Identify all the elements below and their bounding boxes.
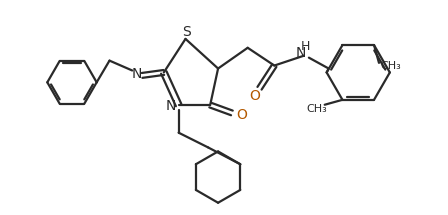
Text: CH₃: CH₃ [306,104,327,114]
Text: O: O [249,89,260,103]
Text: CH₃: CH₃ [380,61,401,71]
Text: S: S [182,25,191,39]
Text: N: N [296,46,306,60]
Text: H: H [300,40,310,53]
Text: N: N [165,99,176,113]
Text: N: N [132,68,142,81]
Text: O: O [237,108,247,122]
